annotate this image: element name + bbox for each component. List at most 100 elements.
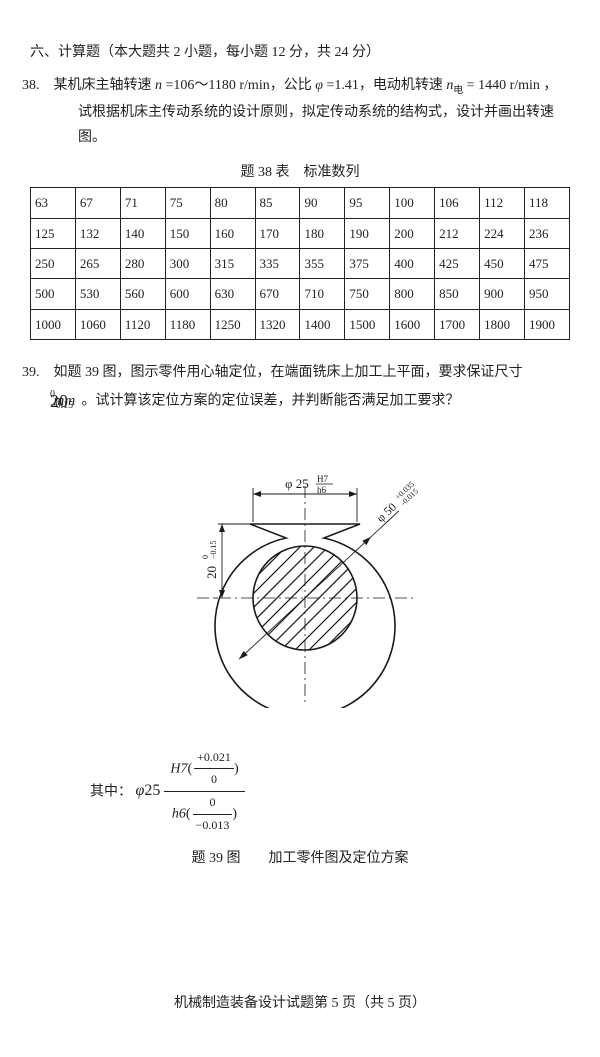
table-cell: 450	[480, 248, 525, 278]
table-cell: 600	[165, 279, 210, 309]
table-cell: 200	[390, 218, 435, 248]
svg-text:h6: h6	[317, 485, 327, 495]
tol-prefix: 其中：	[90, 784, 132, 799]
p39-text-2: 。试计算该定位方案的定位误差，并判断能否满足加工要求？	[82, 394, 460, 409]
table-cell: 71	[120, 188, 165, 218]
table-cell: 425	[435, 248, 480, 278]
table-cell: 160	[210, 218, 255, 248]
table-cell: 212	[435, 218, 480, 248]
tol-phi: φ	[136, 777, 145, 806]
svg-text:20: 20	[204, 566, 219, 579]
p38-text-1: 某机床主轴转速	[54, 78, 156, 93]
table-row: 125132140150160170180190200212224236	[31, 218, 570, 248]
table-cell: 1250	[210, 309, 255, 339]
table-row: 6367717580859095100106112118	[31, 188, 570, 218]
table-cell: 800	[390, 279, 435, 309]
table-cell: 250	[31, 248, 76, 278]
table-cell: 67	[75, 188, 120, 218]
table-cell: 400	[390, 248, 435, 278]
table-cell: 750	[345, 279, 390, 309]
table-cell: 530	[75, 279, 120, 309]
table-cell: 125	[31, 218, 76, 248]
figure-39-svg: φ 25H7h620−0.150φ 50+0.035-0.015	[170, 438, 430, 708]
table-cell: 95	[345, 188, 390, 218]
p38-nval: =106～1180 r/min，公比	[162, 78, 315, 93]
tol-H7-upper: +0.021	[194, 747, 234, 770]
tol-h6-lower: −0.013	[193, 815, 233, 837]
table-row: 1000106011201180125013201400150016001700…	[31, 309, 570, 339]
table-row: 250265280300315335355375400425450475	[31, 248, 570, 278]
table-cell: 950	[524, 279, 569, 309]
tol-H7: H7	[170, 761, 187, 776]
table-cell: 850	[435, 279, 480, 309]
svg-text:0: 0	[201, 555, 210, 559]
p38-var-n: n	[155, 78, 162, 93]
table-cell: 375	[345, 248, 390, 278]
p39-text-1: 如题 39 图，图示零件用心轴定位，在端面铣床上加工上平面，要求保证尺寸	[54, 365, 523, 380]
table-cell: 265	[75, 248, 120, 278]
table-cell: 90	[300, 188, 345, 218]
tol-H7-lower: 0	[194, 769, 234, 791]
table-cell: 475	[524, 248, 569, 278]
p38-phival: =1.41，电动机转速	[323, 78, 446, 93]
table-cell: 85	[255, 188, 300, 218]
tol-h6: h6	[172, 806, 186, 821]
table-cell: 170	[255, 218, 300, 248]
table-cell: 1000	[31, 309, 76, 339]
table-cell: 315	[210, 248, 255, 278]
table-row: 500530560600630670710750800850900950	[31, 279, 570, 309]
table-cell: 1060	[75, 309, 120, 339]
table-cell: 280	[120, 248, 165, 278]
table-cell: 1120	[120, 309, 165, 339]
table-cell: 118	[524, 188, 569, 218]
table-cell: 1500	[345, 309, 390, 339]
table-caption: 题 38 表 标准数列	[30, 160, 570, 185]
problem-38: 38. 某机床主轴转速 n =106～1180 r/min，公比 φ =1.41…	[30, 73, 570, 150]
table-cell: 106	[435, 188, 480, 218]
table-cell: 500	[31, 279, 76, 309]
figure-39: φ 25H7h620−0.150φ 50+0.035-0.015	[30, 438, 570, 717]
table-cell: 236	[524, 218, 569, 248]
table-cell: 900	[480, 279, 525, 309]
tol-main-frac: H7(+0.0210) h6(0−0.013)	[164, 747, 244, 836]
table-cell: 112	[480, 188, 525, 218]
table-cell: 75	[165, 188, 210, 218]
table-cell: 1400	[300, 309, 345, 339]
table-cell: 670	[255, 279, 300, 309]
table-cell: 132	[75, 218, 120, 248]
standard-series-table: 6367717580859095100106112118125132140150…	[30, 187, 570, 340]
p38-ne-sub: 电	[453, 85, 463, 96]
section-title: 六、计算题（本大题共 2 小题，每小题 12 分，共 24 分）	[30, 40, 570, 65]
table-cell: 80	[210, 188, 255, 218]
table-cell: 190	[345, 218, 390, 248]
svg-text:φ 25: φ 25	[285, 476, 309, 491]
table-cell: 100	[390, 188, 435, 218]
table-cell: 355	[300, 248, 345, 278]
p38-neval: = 1440 r/min ，	[463, 78, 557, 93]
table-cell: 560	[120, 279, 165, 309]
table-cell: 710	[300, 279, 345, 309]
page-footer: 机械制造装备设计试题第 5 页（共 5 页）	[30, 991, 570, 1016]
tol-h6-upper: 0	[193, 792, 233, 815]
table-cell: 1800	[480, 309, 525, 339]
p38-var-phi: φ	[315, 78, 323, 93]
problem-39: 39. 如题 39 图，图示零件用心轴定位，在端面铣床上加工上平面，要求保证尺寸…	[30, 360, 570, 418]
p38-text-2: 试根据机床主传动系统的设计原则，拟定传动系统的结构式，设计并画出转速图。	[78, 105, 554, 145]
table-cell: 1600	[390, 309, 435, 339]
svg-text:−0.15: −0.15	[209, 540, 218, 559]
table-cell: 300	[165, 248, 210, 278]
table-cell: 630	[210, 279, 255, 309]
table-cell: 150	[165, 218, 210, 248]
table-cell: 180	[300, 218, 345, 248]
svg-text:H7: H7	[317, 474, 328, 484]
table-cell: 1900	[524, 309, 569, 339]
table-cell: 1180	[165, 309, 210, 339]
figure-39-caption: 题 39 图 加工零件图及定位方案	[30, 846, 570, 871]
svg-text:φ 50: φ 50	[373, 500, 399, 525]
tolerance-spec: 其中： φ25 H7(+0.0210) h6(0−0.013)	[90, 747, 570, 836]
tol-base: 25	[144, 777, 160, 806]
table-cell: 224	[480, 218, 525, 248]
table-cell: 335	[255, 248, 300, 278]
table-cell: 1700	[435, 309, 480, 339]
table-cell: 63	[31, 188, 76, 218]
